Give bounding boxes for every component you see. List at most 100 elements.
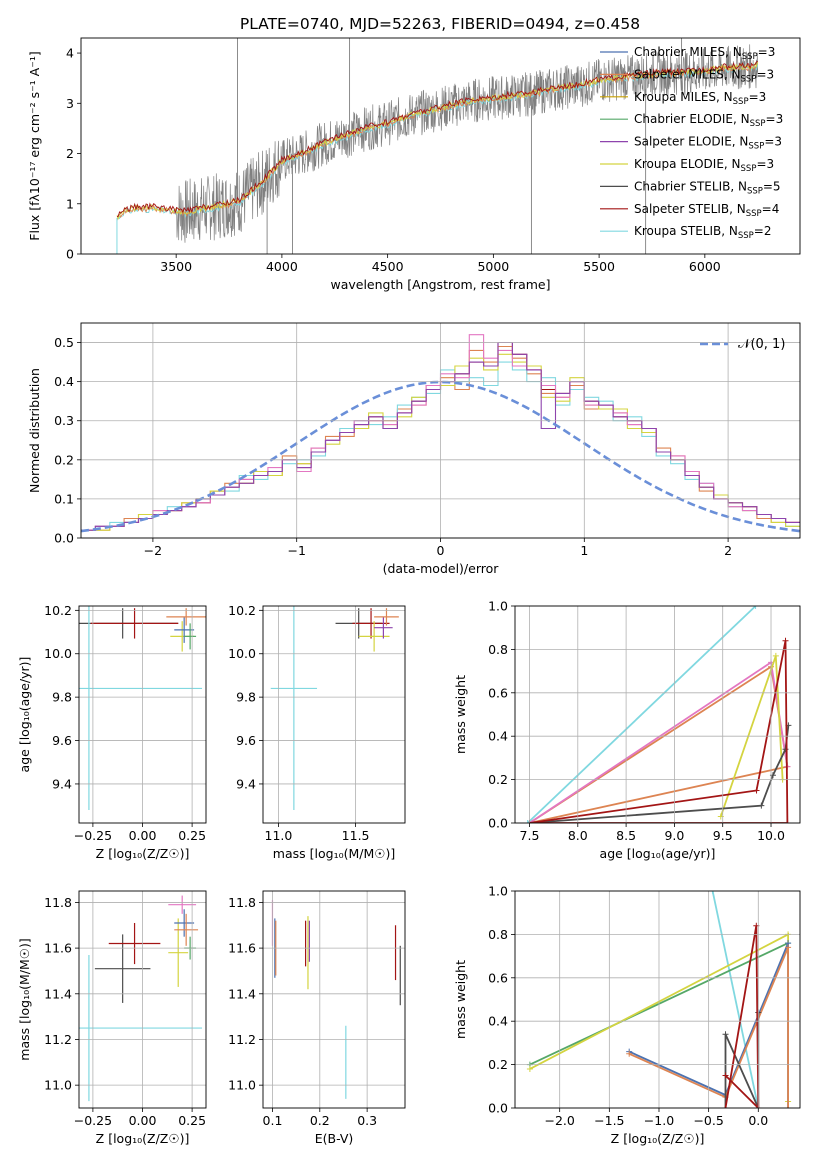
model-spectrum-line-salpeter-miles — [116, 63, 759, 221]
axes-frame — [78, 890, 207, 1109]
y-tick-label: 0.0 — [488, 1101, 508, 1116]
y-tick-label: 0.2 — [488, 772, 508, 787]
series-marker — [785, 1105, 792, 1108]
series-marker — [758, 802, 765, 809]
y-tick-label: 11.8 — [228, 895, 256, 910]
x-tick-label: 5000 — [477, 259, 509, 274]
chart-panel-4: 11.0 11.5 9.4 9.6 9.8 10.0 10.2 mass [log₁₀(M/M… — [228, 603, 406, 861]
chart-panel-8: −2.0 −1.5 −1.0 −0.5 0.0 0.0 0.2 0.4 0.6 0.8 1.0 Z [… — [453, 884, 801, 1146]
x-axis-label: (data-model)/error — [383, 561, 500, 576]
axes-frame — [80, 37, 801, 255]
legend-subscript: SSP — [747, 186, 763, 196]
error-bar-point-7 — [79, 606, 203, 810]
panels: 3500 4000 4500 5000 5500 6000 0 1 2 3 4 wavelength … — [17, 37, 801, 1146]
x-tick-label: −2.0 — [545, 1113, 575, 1128]
legend-entry: Salpeter ELODIE, NSSP=3 — [634, 135, 782, 152]
series-marker — [526, 1065, 533, 1072]
x-tick-label: −1 — [287, 543, 305, 558]
x-axis-label: E(B-V) — [315, 1131, 354, 1146]
x-axis-label: age [log₁₀(age/yr)] — [600, 846, 716, 861]
error-bar-point-6 — [168, 895, 197, 914]
x-tick-label: 0.25 — [178, 828, 206, 843]
y-axis-label: Flux [fλ10⁻¹⁷ erg cm⁻² s⁻¹ A⁻¹] — [27, 51, 42, 240]
y-axis-label: mass [log₁₀(M/M☉)] — [17, 938, 32, 1060]
axes-frame — [514, 890, 801, 1109]
error-bar-point-1 — [94, 934, 151, 1003]
series-marker — [626, 1050, 633, 1057]
x-tick-label: 6000 — [689, 259, 721, 274]
series-line-7 — [724, 925, 760, 1108]
x-axis-label: Z [log₁₀(Z/Z☉)] — [96, 1131, 190, 1146]
x-tick-label: −0.5 — [693, 1113, 723, 1128]
error-bar-point-3 — [358, 621, 390, 652]
x-axis-label: Z [log₁₀(Z/Z☉)] — [611, 1131, 705, 1146]
x-tick-label: 5500 — [583, 259, 615, 274]
chart-panel-5: 7.5 8.0 8.5 9.0 9.5 10.0 0.0 0.2 0.4 0.6 0.8 1.0 age… — [453, 599, 801, 861]
error-bar-point-2 — [90, 608, 179, 639]
y-tick-label: 10.0 — [44, 646, 72, 661]
y-tick-label: 11.2 — [44, 1032, 72, 1047]
x-tick-label: 0.00 — [129, 1113, 157, 1128]
y-tick-label: 9.8 — [52, 690, 72, 705]
legend-label: Salpeter ELODIE, N — [634, 135, 748, 149]
legend-subscript: SSP — [741, 74, 757, 84]
legend-suffix: =5 — [763, 179, 781, 193]
y-tick-label: 10.0 — [228, 646, 256, 661]
plot-area — [270, 606, 399, 810]
legend-subscript: SSP — [738, 231, 754, 241]
y-tick-label: 0.3 — [54, 413, 74, 428]
legend-suffix: =4 — [762, 202, 780, 216]
legend-suffix: =3 — [758, 45, 776, 59]
series-marker — [709, 891, 716, 894]
legend-label: Kroupa MILES, N — [634, 90, 733, 104]
series-marker — [772, 652, 779, 659]
x-tick-label: 8.5 — [616, 828, 636, 843]
y-tick-label: 10.2 — [228, 603, 256, 618]
plot-area — [116, 38, 759, 254]
legend-label: Kroupa STELIB, N — [634, 224, 738, 238]
legend-suffix: =3 — [756, 157, 774, 171]
chart-panel-1: 3500 4000 4500 5000 5500 6000 0 1 2 3 4 wavelength … — [27, 37, 801, 292]
x-tick-label: 11.0 — [265, 828, 293, 843]
series-marker — [722, 1105, 729, 1108]
y-axis-label: mass weight — [453, 960, 468, 1039]
legend-entry: Chabrier MILES, NSSP=3 — [634, 45, 775, 62]
y-tick-label: 9.8 — [236, 690, 256, 705]
x-tick-label: 2 — [724, 543, 732, 558]
series-marker — [722, 1072, 729, 1079]
y-tick-label: 11.6 — [44, 941, 72, 956]
legend-entry: Kroupa ELODIE, NSSP=3 — [634, 157, 774, 174]
error-bar-point-5 — [166, 608, 206, 626]
y-axis-label: mass weight — [453, 675, 468, 754]
legend-subscript: SSP — [741, 164, 757, 174]
error-bar-point-2 — [108, 922, 161, 965]
error-bar-point-5 — [374, 608, 399, 626]
y-tick-label: 11.8 — [44, 895, 72, 910]
chart-panel-2: −2 −1 0 1 2 0.0 0.1 0.2 0.3 0.4 0.5 (data-model)/er… — [27, 322, 801, 576]
y-tick-label: 9.4 — [236, 776, 256, 791]
legend-suffix: =3 — [749, 90, 767, 104]
legend-label: Chabrier STELIB, N — [634, 179, 747, 193]
legend-subscript: SSP — [746, 209, 762, 219]
y-tick-label: 3 — [66, 96, 74, 111]
y-tick-label: 0.2 — [54, 452, 74, 467]
plot-area — [79, 606, 206, 810]
legend-entry: 𝒩(0, 1) — [738, 337, 785, 352]
series-marker — [524, 820, 531, 823]
y-axis-label: age [log₁₀(age/yr)] — [17, 657, 32, 773]
error-bar-point-4 — [174, 616, 195, 643]
x-tick-label: −0.25 — [74, 1113, 112, 1128]
y-tick-label: 1 — [66, 196, 74, 211]
y-tick-label: 1.0 — [488, 884, 508, 899]
legend-entry: Kroupa STELIB, NSSP=2 — [634, 224, 772, 241]
y-tick-label: 11.4 — [44, 986, 72, 1001]
y-tick-label: 10.2 — [44, 603, 72, 618]
x-tick-label: 0.25 — [178, 1113, 206, 1128]
legend-entry: Salpeter STELIB, NSSP=4 — [634, 202, 779, 219]
chart-panel-6: −0.25 0.00 0.25 11.0 11.2 11.4 11.6 11.8 Z [log₁… — [17, 890, 207, 1146]
x-tick-label: 9.5 — [713, 828, 733, 843]
series-marker — [752, 606, 759, 609]
legend-label: Salpeter STELIB, N — [634, 202, 746, 216]
legend-label: Kroupa ELODIE, N — [634, 157, 741, 171]
